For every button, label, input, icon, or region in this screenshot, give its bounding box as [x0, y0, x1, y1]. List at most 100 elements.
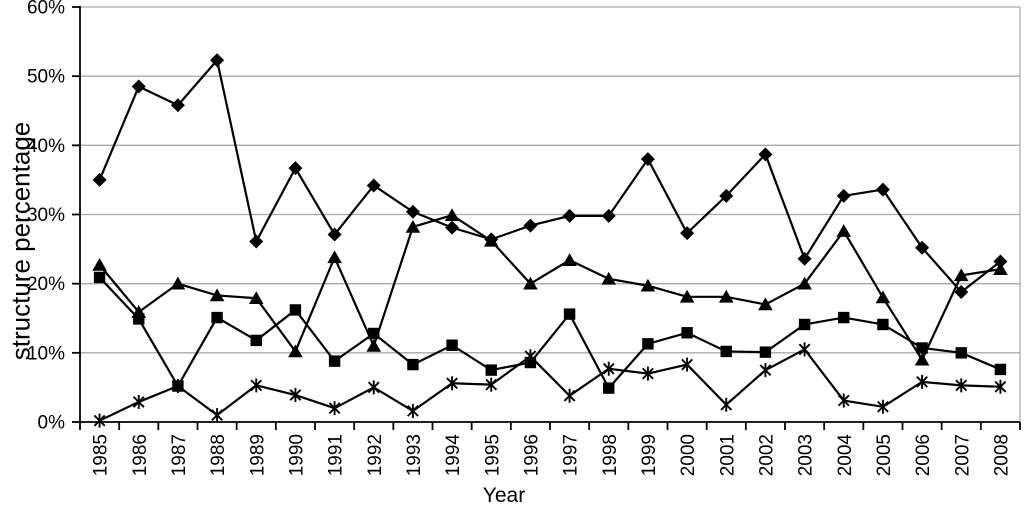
asterisk-marker — [798, 343, 811, 356]
x-tick-label: 1996 — [521, 434, 542, 476]
square-marker — [211, 311, 223, 324]
square-marker — [446, 339, 458, 351]
asterisk-marker — [563, 389, 576, 402]
x-tick-label: 2008 — [991, 434, 1012, 476]
asterisk-marker — [720, 398, 733, 411]
triangle-marker — [914, 352, 930, 366]
x-axis-title: Year — [482, 484, 526, 507]
triangle-marker — [640, 278, 656, 292]
x-tick-label: 2005 — [874, 434, 895, 476]
triangle-marker — [131, 305, 147, 318]
y-tick-label: 10% — [27, 343, 65, 364]
asterisk-marker — [759, 364, 772, 376]
asterisk-marker — [877, 400, 889, 413]
diamond-marker — [405, 204, 420, 219]
x-tick-label: 2000 — [678, 434, 699, 476]
square-marker — [328, 355, 341, 367]
asterisk-marker — [250, 379, 263, 392]
asterisk-marker — [367, 381, 380, 394]
asterisk-marker — [837, 394, 850, 407]
square-marker — [368, 327, 380, 340]
triangle-marker — [875, 290, 891, 304]
y-tick-label: 50% — [27, 67, 65, 88]
diamond-marker — [915, 240, 930, 255]
x-tick-label: 1991 — [326, 434, 347, 476]
x-tick-label: 1994 — [443, 434, 464, 477]
x-tick-label: 2006 — [913, 434, 934, 476]
x-tick-label: 1997 — [561, 434, 582, 476]
diamond-marker — [797, 251, 812, 266]
asterisk-marker — [602, 362, 615, 375]
asterisk-marker — [172, 380, 184, 392]
diamond-marker — [210, 53, 225, 68]
series-2-square-line — [98, 276, 1001, 391]
x-tick-labels: 1985 1986 1987 1988 1989 1990 1991 1992 1993 1994… — [91, 434, 1013, 477]
diamond-marker — [327, 227, 342, 242]
triangle-marker — [718, 289, 734, 303]
diamond-marker — [249, 234, 264, 249]
triangle-marker — [444, 208, 460, 221]
x-tick-label: 2001 — [717, 434, 738, 476]
diamond-marker — [993, 254, 1008, 269]
x-tick-label: 1989 — [247, 434, 268, 476]
diamond-marker — [875, 182, 890, 197]
diamond-marker — [758, 147, 773, 162]
triangle-marker — [483, 233, 499, 247]
square-marker — [798, 318, 811, 331]
asterisk-marker — [524, 350, 537, 363]
triangle-marker — [170, 276, 186, 290]
triangle-marker — [993, 262, 1008, 275]
square-marker — [720, 345, 732, 358]
square-marker — [133, 313, 145, 325]
x-tick-label: 2003 — [796, 434, 817, 476]
asterisk-marker — [93, 414, 106, 427]
triangle-marker — [92, 257, 107, 271]
triangle-marker — [562, 253, 577, 266]
x-tick-label: 1998 — [600, 434, 621, 476]
x-tick-label: 1985 — [91, 434, 112, 476]
square-marker — [877, 318, 889, 331]
x-tick-label: 1995 — [482, 434, 503, 476]
square-marker — [563, 308, 576, 320]
square-marker — [838, 311, 850, 324]
triangle-marker — [248, 291, 264, 304]
triangle-marker — [797, 276, 812, 290]
triangle-marker — [953, 268, 969, 282]
diamond-marker — [640, 152, 655, 167]
series-3-triangle-line — [98, 213, 1001, 363]
asterisk-marker — [642, 367, 654, 380]
x-tick-label: 2007 — [952, 434, 973, 476]
triangle-marker — [836, 224, 852, 237]
diamond-marker — [131, 79, 146, 94]
triangle-marker — [209, 288, 225, 302]
x-tick-label: 2002 — [756, 434, 777, 476]
diamond-marker — [719, 188, 734, 203]
series-4-asterisk-line — [99, 347, 1001, 422]
x-tick-label: 1986 — [130, 434, 151, 476]
diamond-marker — [445, 220, 460, 235]
diamond-marker — [288, 161, 303, 176]
triangle-marker — [288, 344, 303, 358]
diamond-marker — [601, 208, 616, 223]
square-marker — [250, 334, 262, 347]
triangle-marker — [679, 289, 695, 303]
triangle-marker — [601, 271, 617, 285]
square-marker — [955, 347, 967, 359]
square-marker — [681, 327, 693, 339]
x-tick-label: 1990 — [286, 434, 307, 476]
series-asterisk — [93, 342, 1007, 428]
asterisk-marker — [132, 396, 145, 408]
diamond-marker — [523, 218, 538, 233]
gridlines — [80, 6, 1021, 422]
y-tick-label: 30% — [27, 205, 65, 226]
y-tick-label: 0% — [38, 413, 66, 434]
asterisk-marker — [916, 376, 928, 388]
x-tick-label: 1993 — [404, 434, 425, 476]
y-tick-label: 60% — [27, 0, 65, 19]
diamond-marker — [680, 226, 695, 241]
diamond-marker — [170, 98, 185, 113]
diamond-marker — [836, 188, 851, 203]
triangle-marker — [327, 250, 342, 264]
